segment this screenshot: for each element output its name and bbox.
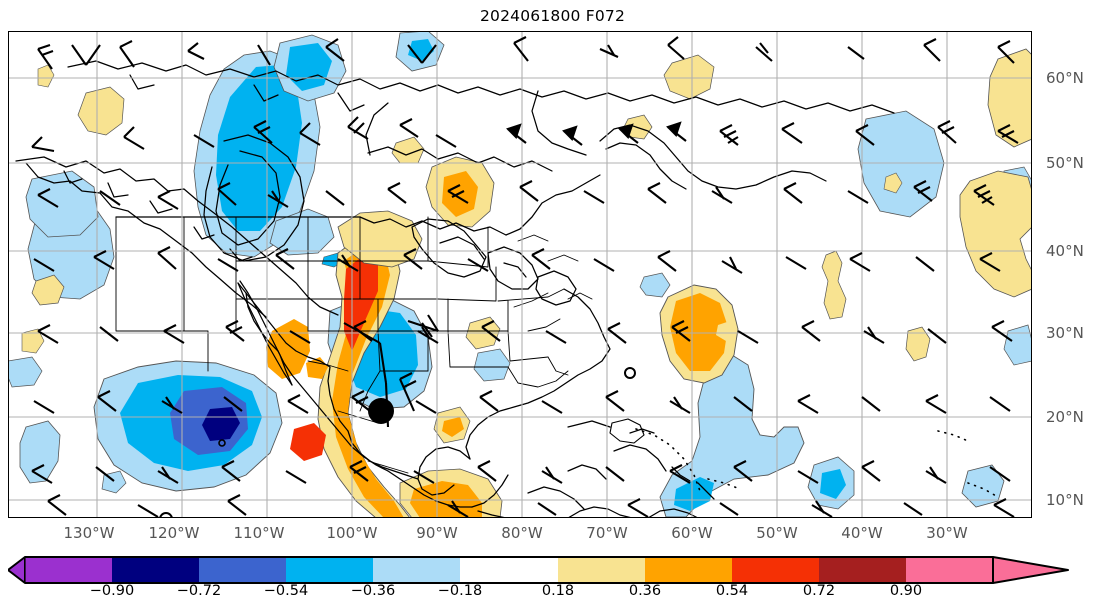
colorbar-tick-label: 0.90 [889,583,923,599]
colorbar-tick-label: 0.36 [628,583,662,599]
lat-tick-label: 60°N [1046,69,1084,87]
colorbar-svg [7,556,1069,589]
figure-title: 2024061800 F072 [479,7,626,25]
colorbar-under-arrow [7,556,26,584]
lon-tick-label: 30°W [926,524,968,542]
lat-tick-label: 30°N [1046,324,1084,342]
map-plot-area[interactable] [8,31,1032,518]
latitude-axis: 60°N 50°N 40°N 30°N 20°N 10°N [1036,31,1105,518]
colorbar-over-arrow [992,556,1069,584]
colorbar-segments [7,556,1069,584]
lon-tick-label: 80°W [501,524,543,542]
colorbar-tick-label: 0.18 [541,583,575,599]
lat-tick-label: 50°N [1046,154,1084,172]
lon-tick-label: 60°W [671,524,713,542]
lat-tick-label: 10°N [1046,491,1084,509]
colorbar-tick-label: −0.72 [176,583,222,599]
cyclone-center-marker[interactable] [368,398,394,424]
lon-tick-label: 70°W [586,524,628,542]
colorbar-tick-label: −0.36 [350,583,396,599]
colorbar-tick-label: 0.54 [715,583,749,599]
colorbar-tick-label: −0.90 [89,583,135,599]
lon-tick-label: 40°W [841,524,883,542]
longitude-axis: 130°W 120°W 110°W 100°W 90°W 80°W 70°W 6… [0,524,1105,550]
lon-tick-label: 50°W [756,524,798,542]
lon-tick-label: 90°W [416,524,458,542]
lat-tick-label: 40°N [1046,242,1084,260]
lon-tick-label: 120°W [148,524,200,542]
lon-tick-label: 110°W [233,524,285,542]
filled-contours [8,31,1032,518]
colorbar-tick-label: −0.54 [263,583,309,599]
colorbar-tick-labels: −0.90 −0.72 −0.54 −0.36 −0.18 0.18 0.36 … [0,583,1105,607]
wind-barbs [31,36,1019,518]
colorbar-tick-label: −0.18 [437,583,483,599]
lon-tick-label: 100°W [326,524,378,542]
map-svg [8,31,1032,518]
colorbar[interactable] [7,556,1097,589]
lon-tick-label: 130°W [63,524,115,542]
gridlines [8,31,1032,518]
lat-tick-label: 20°N [1046,408,1084,426]
colorbar-tick-label: 0.72 [802,583,836,599]
